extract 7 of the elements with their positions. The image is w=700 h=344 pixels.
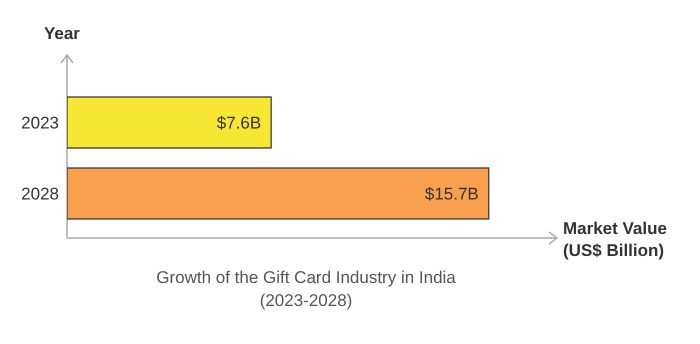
data-label: $7.6B (216, 114, 262, 133)
y-axis-title: Year (44, 24, 80, 44)
data-label: $15.7B (424, 184, 479, 204)
x-axis-title: Market Value (US$ Billion) (563, 218, 667, 262)
y-tick-label: 2023 (21, 114, 59, 133)
text: Growth of the Gift Card Industry in India (2023-2028) (155, 267, 457, 312)
y-tick-label: 2028 (21, 184, 59, 204)
